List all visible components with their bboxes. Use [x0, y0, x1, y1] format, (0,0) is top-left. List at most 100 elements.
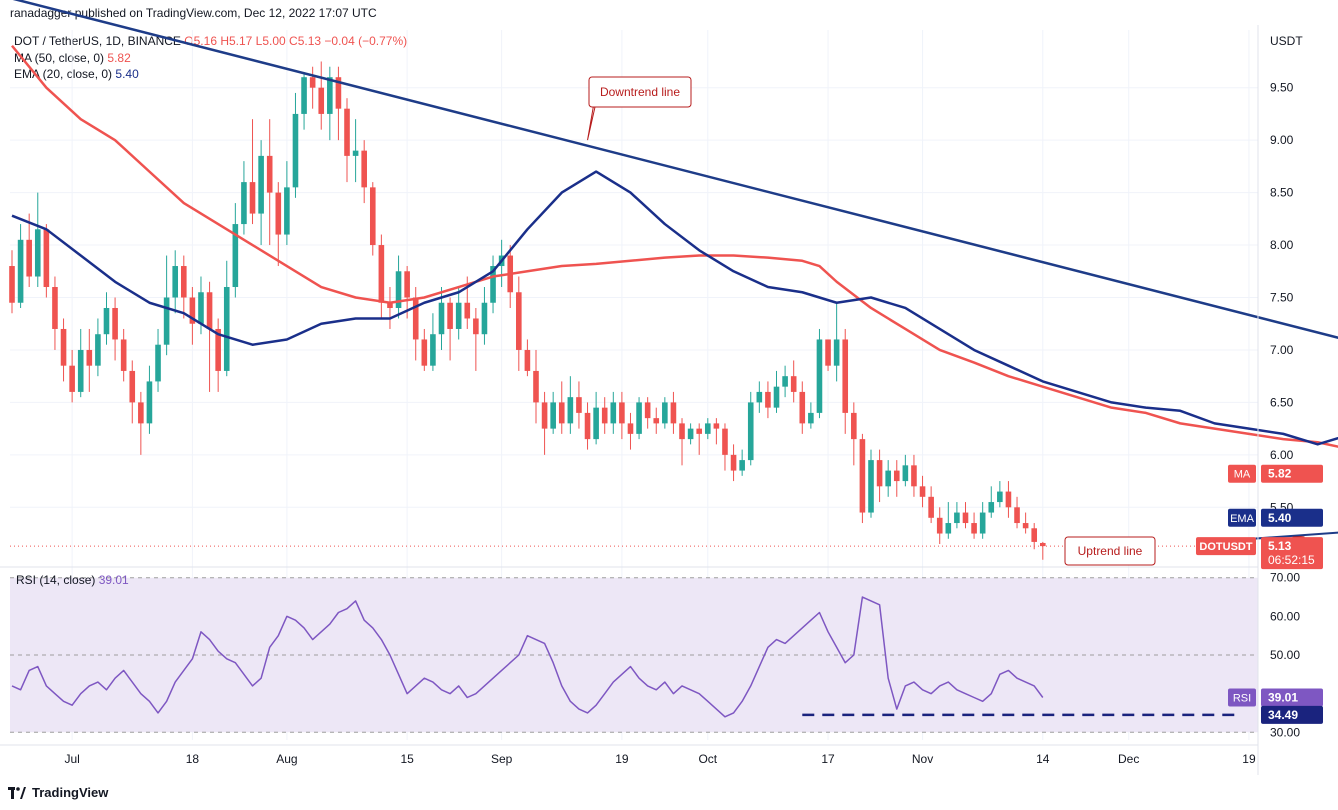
candle-body [730, 454, 737, 471]
rsi-tick-label: 50.00 [1270, 648, 1300, 662]
rsi-legend: RSI (14, close) 39.01 [16, 573, 129, 587]
candle-body [163, 297, 170, 345]
candle-body [687, 428, 694, 440]
candle-body [481, 302, 488, 335]
candle-body [851, 412, 857, 440]
candle-body [936, 517, 943, 534]
downtrend-callout-box [588, 76, 692, 108]
rsi-axis-label: 39.01 [1261, 688, 1323, 707]
candle-body [756, 391, 763, 403]
candle-body [198, 292, 204, 324]
time-tick-label: Aug [276, 752, 297, 766]
candle-body [644, 402, 651, 419]
legend-symbol-row: DOT / TetherUS, 1D, BINANCE O5.16 H5.17 … [14, 33, 407, 50]
candle-body [34, 229, 41, 277]
candle-body [241, 182, 247, 225]
candle-body [722, 428, 728, 455]
ema-axis-label: 5.40 [1261, 508, 1323, 527]
rsi-tick-label: 30.00 [1270, 725, 1300, 739]
time-tick-label: 17 [821, 752, 835, 766]
candle-body [567, 397, 574, 424]
candle-body [206, 292, 213, 329]
candle-body [576, 397, 582, 413]
price-tick-label: 8.50 [1270, 186, 1294, 200]
candle-body [1031, 528, 1038, 542]
rsi-tick-label: 60.00 [1270, 609, 1300, 623]
candle-body [155, 344, 161, 382]
candle-body [77, 349, 84, 392]
rsi-legend-value: 39.01 [98, 573, 129, 587]
candle-body [997, 491, 1003, 503]
candle-body [516, 292, 522, 350]
lines-layer [10, 0, 1338, 718]
candle-body [833, 339, 840, 366]
candle-body [876, 460, 883, 487]
candle-body [60, 328, 67, 366]
candle-body [713, 423, 720, 429]
ma-axis-label-box [1261, 464, 1323, 483]
candle-body [653, 418, 660, 424]
candle-body [387, 302, 393, 308]
legend-ma-row: MA (50, close, 0) 5.82 [14, 50, 407, 67]
candle-body [790, 376, 797, 392]
time-tick-label: Dec [1118, 752, 1139, 766]
candle-body [344, 108, 350, 156]
rsi-band-layer [10, 577, 1258, 733]
price-tick-label: 7.50 [1270, 291, 1294, 305]
candle-body [1022, 523, 1029, 529]
rsi-support-label-box [1261, 705, 1323, 724]
candle-body [95, 334, 101, 366]
candle-body [464, 302, 471, 319]
candle-body [455, 302, 462, 329]
candle-body [412, 297, 419, 340]
candle-body [361, 150, 367, 188]
legend-ma-label[interactable]: MA (50, close, 0) [14, 50, 105, 65]
ema-axis-label-value: 5.40 [1268, 511, 1292, 525]
time-tick-label: Sep [491, 752, 513, 766]
rsi-support-label: 34.49 [1261, 705, 1323, 724]
candle-body [69, 365, 75, 392]
candle-body [335, 77, 342, 109]
rsi-axis-tag-text: RSI [1233, 692, 1251, 704]
candle-body [447, 302, 453, 329]
candle-body [859, 439, 866, 513]
footer-brand[interactable]: TradingView [8, 785, 108, 800]
candle-body [627, 423, 634, 434]
candle-body [988, 502, 995, 513]
candle-body [181, 266, 187, 298]
candle-body [739, 460, 745, 471]
candle-body [438, 302, 445, 335]
candle-body [223, 287, 230, 371]
candle-body [112, 307, 118, 340]
tradingview-logo-icon [8, 786, 26, 799]
candle-body [309, 77, 316, 88]
time-tick-label: Jul [64, 752, 79, 766]
candle-body [825, 339, 831, 366]
time-tick-label: 19 [1242, 752, 1256, 766]
legend-symbol[interactable]: DOT / TetherUS, 1D, BINANCE [14, 34, 181, 48]
candle-body [138, 402, 144, 424]
price-tick-label: 9.50 [1270, 81, 1294, 95]
candle-body [842, 339, 849, 413]
rsi-legend-label[interactable]: RSI (14, close) [16, 573, 96, 587]
candle-body [1014, 507, 1020, 524]
candle-body [945, 523, 952, 534]
candle-body [232, 224, 239, 288]
ma-line [11, 44, 1338, 448]
candle-body [868, 460, 874, 513]
candle-body [17, 239, 24, 303]
candle-body [318, 87, 325, 114]
candle-body [369, 187, 376, 246]
candle-body [902, 465, 909, 482]
candle-body [86, 349, 93, 366]
legend-ma-value: 5.82 [107, 50, 131, 65]
price-tick-label: 7.00 [1270, 343, 1294, 357]
candle-body [430, 334, 436, 366]
rsi-axis-label-value: 39.01 [1268, 690, 1298, 704]
candle-body [52, 287, 58, 329]
time-tick-label: Oct [698, 752, 717, 766]
time-tick-label: 15 [400, 752, 414, 766]
candle-body [189, 297, 196, 324]
candle-body [26, 239, 32, 277]
